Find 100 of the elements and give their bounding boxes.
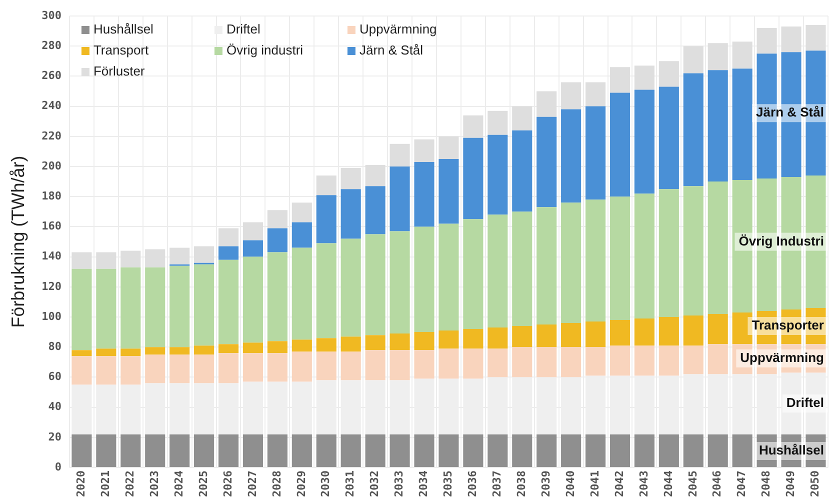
- bar: [414, 434, 434, 468]
- bar: [488, 348, 508, 378]
- bar: [708, 182, 728, 314]
- bar: [732, 68, 752, 180]
- bar: [634, 194, 654, 319]
- bar: [242, 256, 264, 343]
- bar: [365, 434, 386, 468]
- bar: [610, 320, 630, 346]
- bar: [438, 348, 459, 379]
- x-tick-label: 2034: [417, 470, 430, 498]
- bar: [242, 434, 264, 468]
- bar: [390, 434, 410, 468]
- bar: [585, 434, 606, 468]
- bar: [585, 82, 606, 106]
- bar: [194, 354, 214, 384]
- bar: [120, 267, 141, 349]
- x-tick-label: 2024: [172, 470, 186, 498]
- bar: [512, 326, 532, 348]
- bar: [438, 136, 459, 159]
- bar: [218, 260, 239, 344]
- bar: [658, 346, 679, 376]
- bar: [390, 144, 410, 167]
- bar: [145, 434, 166, 468]
- bar: [170, 248, 190, 264]
- bar: [242, 222, 264, 240]
- bar: [658, 317, 679, 346]
- y-tick-label: 60: [48, 370, 62, 384]
- annotation: Hushållsel: [758, 442, 824, 458]
- bar: [732, 42, 752, 69]
- bar: [194, 264, 214, 346]
- bar: [218, 434, 239, 468]
- bar: [488, 328, 508, 349]
- bar: [561, 202, 582, 324]
- x-tick-label: 2043: [637, 470, 650, 498]
- y-tick-label: 100: [42, 310, 62, 323]
- bar: [658, 189, 679, 318]
- x-tick-label: 2027: [246, 470, 259, 498]
- bar: [120, 434, 141, 468]
- bar: [242, 353, 264, 382]
- x-tick-label: 2025: [196, 470, 210, 498]
- annotation: Driftel: [786, 395, 824, 410]
- y-tick-label: 160: [42, 220, 62, 233]
- bar: [585, 322, 606, 348]
- bar: [340, 189, 361, 239]
- bar: [683, 434, 704, 468]
- bar: [340, 434, 361, 468]
- bar: [390, 350, 410, 380]
- bar: [292, 222, 312, 248]
- bar: [634, 346, 654, 376]
- bar: [463, 138, 484, 220]
- legend-label: Hushållsel: [93, 22, 154, 37]
- bar: [316, 338, 336, 352]
- bar: [145, 267, 166, 348]
- bar: [365, 234, 386, 336]
- x-tick-label: 2032: [368, 470, 382, 498]
- bar: [463, 329, 484, 349]
- bar: [781, 26, 802, 52]
- y-tick-label: 300: [42, 8, 62, 22]
- bar: [634, 90, 654, 194]
- x-tick-label: 2037: [490, 470, 504, 498]
- annotation: Järn & Stål: [756, 104, 824, 120]
- bar: [683, 46, 704, 74]
- bar: [96, 434, 116, 468]
- bar: [536, 116, 557, 208]
- x-tick-label: 2028: [270, 470, 284, 498]
- x-tick-label: 2022: [123, 470, 136, 498]
- x-tick-label: 2020: [74, 470, 88, 498]
- x-tick-label: 2050: [808, 470, 822, 498]
- bar: [267, 353, 288, 382]
- x-tick-label: 2044: [662, 470, 675, 498]
- bar: [610, 346, 630, 376]
- x-tick-label: 2045: [686, 470, 700, 498]
- bar: [96, 252, 116, 269]
- bar: [438, 330, 459, 349]
- bar: [585, 200, 606, 322]
- bar: [708, 43, 728, 70]
- bar: [463, 219, 484, 330]
- x-tick-label: 2023: [148, 470, 161, 498]
- bar: [170, 266, 190, 348]
- bar: [340, 168, 361, 190]
- y-axis-title: Förbrukning (TWh/år): [8, 156, 28, 328]
- bar: [781, 52, 802, 178]
- bar: [145, 249, 166, 268]
- bar: [806, 25, 826, 51]
- bar: [267, 210, 288, 228]
- bar: [292, 434, 312, 468]
- bar: [267, 341, 288, 354]
- y-tick-label: 260: [42, 69, 62, 82]
- bar: [561, 82, 582, 110]
- legend-label: Förluster: [93, 64, 146, 79]
- x-tick-label: 2036: [466, 470, 480, 498]
- bar: [414, 139, 434, 162]
- bar: [561, 347, 582, 378]
- bar: [488, 110, 508, 135]
- x-tick-label: 2047: [735, 470, 748, 498]
- bar: [340, 238, 361, 337]
- bar: [536, 91, 557, 117]
- x-tick-label: 2048: [760, 470, 773, 498]
- x-tick-label: 2030: [319, 470, 332, 498]
- bar: [120, 348, 141, 356]
